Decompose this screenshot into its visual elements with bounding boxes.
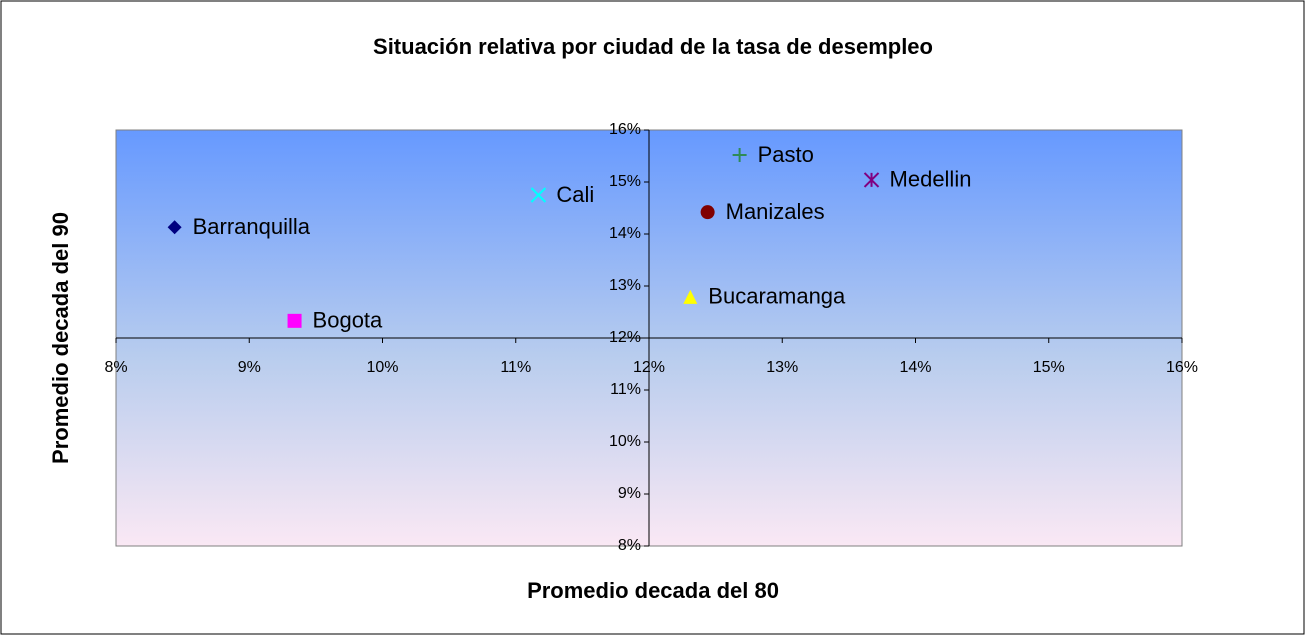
x-tick-label: 11% <box>500 359 531 376</box>
point <box>167 220 182 235</box>
point <box>683 289 698 304</box>
x-tick-label: 12% <box>633 359 665 376</box>
x-tick-label: 16% <box>1166 359 1198 376</box>
y-tick-label: 8% <box>618 537 641 554</box>
x-tick-label: 8% <box>104 359 127 376</box>
data-label: Barranquilla <box>193 214 311 239</box>
y-tick-label: 15% <box>609 173 641 190</box>
point <box>863 172 880 188</box>
x-axis-title: Promedio decada del 80 <box>527 578 779 603</box>
y-tick-label: 11% <box>610 381 641 398</box>
x-tick-label: 14% <box>899 359 931 376</box>
data-label: Cali <box>556 182 594 207</box>
y-axis-title: Promedio decada del 90 <box>48 212 73 464</box>
x-tick-label: 9% <box>238 359 261 376</box>
y-tick-label: 16% <box>609 121 641 138</box>
y-tick-label: 12% <box>609 329 641 346</box>
point <box>287 313 302 328</box>
y-tick-label: 13% <box>609 277 641 294</box>
data-label: Bucaramanga <box>708 284 846 309</box>
x-tick-label: 13% <box>766 359 798 376</box>
chart-title: Situación relativa por ciudad de la tasa… <box>373 34 933 59</box>
x-tick-label: 15% <box>1033 359 1065 376</box>
data-label: Pasto <box>758 142 814 167</box>
data-label: Medellin <box>890 167 972 192</box>
y-tick-label: 10% <box>609 433 641 450</box>
point <box>700 205 715 220</box>
data-label: Manizales <box>726 199 825 224</box>
point <box>530 187 547 203</box>
y-tick-label: 9% <box>618 485 641 502</box>
point <box>732 147 747 162</box>
y-tick-label: 14% <box>609 225 641 242</box>
data-label: Bogota <box>313 308 383 333</box>
x-tick-label: 10% <box>366 359 398 376</box>
